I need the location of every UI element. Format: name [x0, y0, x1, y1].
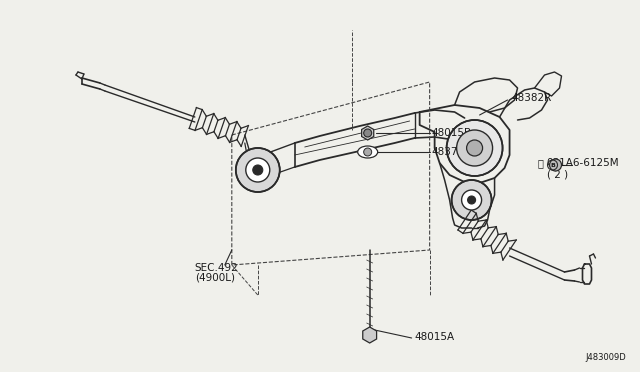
Circle shape [253, 165, 263, 175]
Text: (4900L): (4900L) [195, 273, 235, 283]
Ellipse shape [358, 146, 378, 158]
Circle shape [364, 148, 372, 156]
Circle shape [452, 180, 492, 220]
Circle shape [364, 129, 372, 137]
Text: J483009D: J483009D [586, 353, 627, 362]
Circle shape [468, 196, 476, 204]
Text: SEC.492: SEC.492 [195, 263, 239, 273]
Polygon shape [363, 327, 376, 343]
Text: B: B [550, 163, 555, 167]
Text: 081A6-6125M: 081A6-6125M [547, 158, 619, 168]
Circle shape [550, 159, 561, 171]
Circle shape [246, 158, 270, 182]
Text: ( 2 ): ( 2 ) [547, 169, 568, 179]
Text: 48015B: 48015B [431, 128, 472, 138]
Text: 48376R: 48376R [431, 147, 472, 157]
Circle shape [447, 120, 502, 176]
Polygon shape [362, 126, 374, 140]
Text: 48382R: 48382R [511, 93, 552, 103]
Circle shape [461, 190, 481, 210]
Text: 48015A: 48015A [415, 332, 455, 342]
Circle shape [236, 148, 280, 192]
Text: Ⓑ: Ⓑ [538, 158, 543, 168]
Circle shape [456, 130, 493, 166]
Circle shape [467, 140, 483, 156]
